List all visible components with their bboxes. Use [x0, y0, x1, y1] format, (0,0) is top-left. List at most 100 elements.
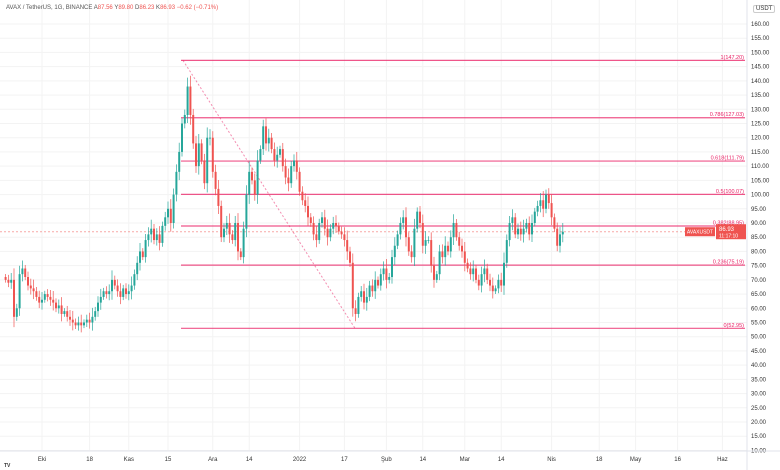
candle-body	[559, 234, 561, 246]
x-tick-label: Şub	[381, 457, 392, 463]
candle-body	[323, 217, 326, 229]
x-tick-label: 14	[498, 457, 505, 463]
candle-body	[438, 251, 441, 275]
candle-body	[273, 149, 276, 161]
candle-body	[309, 217, 312, 223]
candle-body	[407, 237, 410, 252]
x-tick-label: Eki	[38, 457, 46, 463]
fib-level-label: 0.618(111.79)	[711, 156, 745, 162]
candle-body	[239, 251, 242, 258]
candle-body	[458, 237, 461, 246]
change-value: −0.62 (−0.71%)	[176, 5, 219, 11]
candle-body	[497, 279, 500, 289]
candle-body	[197, 143, 200, 167]
candle-body	[287, 177, 290, 184]
fib-level-label: 0.786(127.03)	[710, 112, 744, 118]
candle-body	[556, 228, 559, 246]
candle-body	[531, 223, 533, 235]
candle-body	[164, 217, 167, 226]
candle-body	[52, 299, 55, 303]
candle-body	[147, 234, 150, 241]
candle-body	[155, 234, 158, 241]
candle-body	[178, 151, 181, 172]
candle-body	[545, 194, 547, 209]
candle-body	[477, 279, 480, 286]
x-tick-label: 18	[86, 457, 93, 463]
candle-body	[211, 137, 214, 172]
candle-body	[169, 208, 172, 223]
candle-body	[214, 171, 217, 189]
candle-body	[69, 316, 71, 320]
y-tick-label: 120.00	[751, 136, 770, 142]
y-tick-label: 145.00	[751, 65, 770, 71]
y-tick-label: 40.00	[751, 363, 767, 369]
candle-body	[298, 171, 301, 192]
candle-body	[430, 240, 433, 266]
candle-body	[195, 143, 197, 167]
close-label: K	[156, 5, 161, 11]
x-tick-label: Kas	[124, 457, 134, 463]
candle-body	[181, 123, 183, 152]
candle-body	[66, 311, 69, 317]
candle-body	[279, 149, 281, 155]
last-price-value: 86.93	[719, 227, 735, 233]
high-value: 89.80	[118, 5, 134, 11]
y-tick-label: 115.00	[751, 150, 770, 156]
fib-level-label: 0.5(100.07)	[716, 189, 744, 195]
currency-button[interactable]: USDT	[753, 5, 776, 13]
candle-body	[71, 319, 74, 323]
candle-body	[433, 265, 435, 280]
candle-body	[74, 322, 77, 326]
candle-body	[83, 322, 85, 326]
candle-body	[483, 268, 486, 275]
candle-body	[77, 322, 80, 326]
candle-body	[379, 274, 382, 286]
y-tick-label: 135.00	[751, 93, 770, 99]
close-value: 86.93	[160, 5, 176, 11]
low-label: D	[135, 5, 140, 11]
candle-body	[363, 291, 365, 303]
candle-body	[186, 86, 189, 115]
candle-body	[150, 228, 153, 235]
candle-body	[111, 279, 113, 292]
candle-body	[105, 291, 108, 295]
candle-body	[102, 291, 105, 297]
candle-body	[57, 305, 60, 309]
candle-body	[547, 194, 550, 204]
candle-body	[125, 288, 127, 295]
candle-body	[63, 311, 66, 314]
candle-body	[421, 223, 424, 246]
candle-body	[522, 228, 525, 235]
candle-body	[200, 143, 203, 161]
candle-body	[99, 296, 102, 303]
x-tick-label: 17	[341, 457, 348, 463]
candle-body	[228, 223, 231, 235]
x-tick-label: 15	[165, 457, 172, 463]
candle-body	[253, 180, 256, 195]
candle-body	[511, 217, 514, 223]
candle-body	[85, 319, 88, 323]
candle-body	[27, 277, 29, 286]
candle-body	[357, 296, 360, 314]
candle-body	[113, 279, 116, 286]
candle-body	[377, 279, 379, 286]
candle-body	[136, 262, 139, 275]
candle-body	[503, 262, 505, 286]
candle-body	[175, 171, 178, 195]
candle-body	[475, 268, 477, 280]
y-tick-label: 75.00	[751, 264, 767, 270]
candle-body	[374, 279, 377, 292]
candle-body	[413, 228, 416, 258]
candle-body	[7, 279, 10, 283]
candle-body	[139, 251, 141, 263]
y-tick-label: 130.00	[751, 107, 770, 113]
y-tick-label: 105.00	[751, 178, 770, 184]
y-tick-label: 15.00	[751, 434, 767, 440]
tradingview-logo[interactable]: TV	[4, 463, 11, 469]
candle-body	[533, 211, 536, 223]
candle-body	[21, 268, 24, 275]
candle-body	[276, 154, 279, 161]
candle-body	[122, 288, 125, 297]
candle-body	[119, 291, 122, 297]
